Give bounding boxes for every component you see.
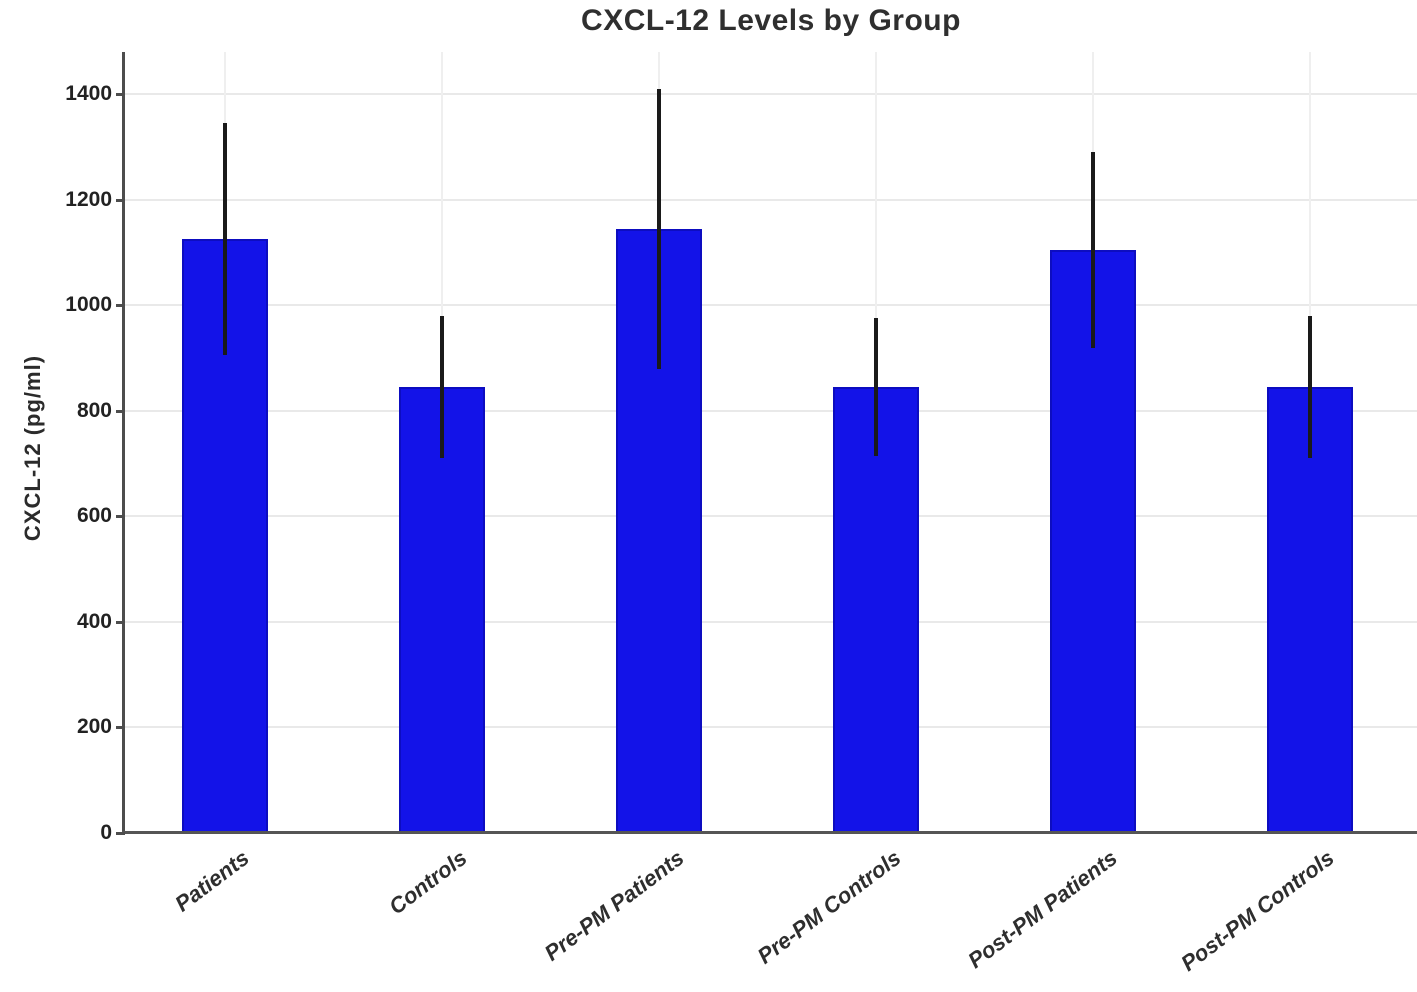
y-tick-mark (116, 726, 125, 730)
error-bar (223, 123, 227, 356)
error-bar (440, 315, 444, 459)
y-tick-label: 800 (76, 398, 112, 422)
y-tick-label: 200 (76, 715, 112, 739)
y-tick-label: 1200 (65, 187, 112, 211)
y-gridline (125, 409, 1417, 412)
x-tick-label: Controls (383, 845, 472, 920)
y-tick-label: 400 (76, 609, 112, 633)
error-bar (1308, 315, 1312, 459)
y-tick-mark (116, 198, 125, 202)
y-gridline (125, 726, 1417, 729)
y-tick-mark (116, 93, 125, 97)
x-tick-label: Pre-PM Controls (752, 845, 906, 969)
bar-post-pm-controls (1267, 387, 1353, 833)
y-gridline (125, 198, 1417, 201)
y-gridline (125, 304, 1417, 307)
y-gridline (125, 93, 1417, 96)
y-tick-mark (116, 409, 125, 413)
y-tick-mark (116, 832, 125, 835)
y-gridline (125, 515, 1417, 518)
bar-pre-pm-controls (833, 387, 919, 833)
error-bar (657, 88, 661, 369)
y-tick-label: 1400 (65, 82, 112, 106)
x-axis-spine (122, 831, 1417, 834)
x-tick-label: Post-PM Controls (1176, 845, 1340, 977)
x-tick-label: Post-PM Patients (963, 845, 1123, 974)
y-tick-mark (116, 515, 125, 519)
y-tick-label: 0 (100, 821, 112, 844)
y-tick-label: 600 (76, 504, 112, 528)
x-tick-label: Pre-PM Patients (539, 845, 689, 966)
error-bar (874, 318, 878, 456)
y-axis-spine (122, 52, 125, 834)
y-tick-mark (116, 304, 125, 308)
chart-title: CXCL-12 Levels by Group (581, 4, 961, 37)
x-tick-label: Patients (170, 845, 255, 917)
error-bar (1091, 152, 1095, 348)
y-gridline (125, 620, 1417, 623)
y-tick-mark (116, 620, 125, 624)
y-tick-label: 1000 (65, 293, 112, 317)
bar-controls (399, 387, 485, 833)
